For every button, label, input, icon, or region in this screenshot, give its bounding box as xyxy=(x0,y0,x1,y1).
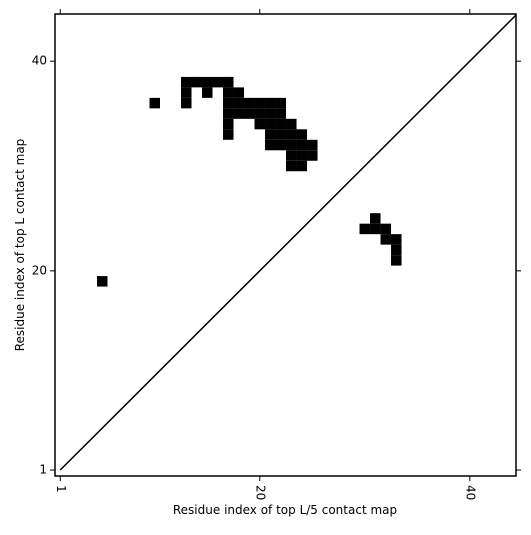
contact-cell xyxy=(370,223,381,235)
contact-cell xyxy=(181,97,192,109)
x-axis-label: Residue index of top L/5 contact map xyxy=(173,503,397,517)
contact-cell xyxy=(380,234,392,245)
contact-cell xyxy=(265,118,276,130)
contact-cell xyxy=(286,129,297,140)
contact-cell xyxy=(286,150,297,161)
contact-cell xyxy=(265,129,276,140)
contact-cell xyxy=(296,160,308,172)
contact-cell xyxy=(286,118,297,130)
contact-cell xyxy=(275,129,287,140)
contact-cell xyxy=(97,276,108,287)
contact-cell xyxy=(275,97,287,109)
contact-cell xyxy=(391,234,402,245)
contact-cell xyxy=(265,139,276,151)
contact-cell xyxy=(223,129,234,140)
contact-cell xyxy=(202,87,213,98)
contact-cell xyxy=(191,76,203,88)
y-tick-label: 40 xyxy=(32,54,47,68)
contact-cell xyxy=(296,129,308,140)
contact-cell xyxy=(223,97,234,109)
contact-cell xyxy=(296,150,308,161)
contact-cell xyxy=(149,97,161,109)
contact-cell xyxy=(380,223,392,235)
contact-cell xyxy=(254,108,266,119)
contact-cell xyxy=(307,150,318,161)
x-tick-label: 20 xyxy=(253,485,267,500)
contact-cell xyxy=(244,97,255,109)
contact-cell xyxy=(223,76,234,88)
contact-cell xyxy=(286,160,297,172)
x-tick-label: 1 xyxy=(54,485,68,493)
contact-cell xyxy=(181,87,192,98)
contact-cell xyxy=(223,118,234,130)
contact-cell xyxy=(244,108,255,119)
contact-cell xyxy=(254,97,266,109)
y-tick-label: 1 xyxy=(39,463,47,477)
contact-cell xyxy=(265,108,276,119)
contact-cell xyxy=(233,87,245,98)
contact-cell xyxy=(223,87,234,98)
y-tick-label: 20 xyxy=(32,263,47,277)
contact-cell xyxy=(212,76,224,88)
contact-cell xyxy=(275,118,287,130)
y-axis-label: Residue index of top L contact map xyxy=(13,139,27,352)
x-tick-label: 40 xyxy=(463,485,477,500)
contact-cell xyxy=(202,76,213,88)
plot-frame xyxy=(54,13,517,477)
contact-cell xyxy=(223,108,234,119)
contact-cell xyxy=(359,223,371,235)
contact-cell xyxy=(391,244,402,256)
contact-cell xyxy=(275,108,287,119)
contact-cell xyxy=(391,255,402,266)
contact-cell xyxy=(233,108,245,119)
contact-cell xyxy=(286,139,297,151)
contact-cell xyxy=(233,97,245,109)
contact-cell xyxy=(254,118,266,130)
contact-cell xyxy=(275,139,287,151)
contact-cell xyxy=(296,139,308,151)
contact-cell xyxy=(370,213,381,224)
diagonal-line xyxy=(59,14,517,471)
contact-cell xyxy=(181,76,192,88)
contact-cell xyxy=(265,97,276,109)
contact-cell xyxy=(307,139,318,151)
